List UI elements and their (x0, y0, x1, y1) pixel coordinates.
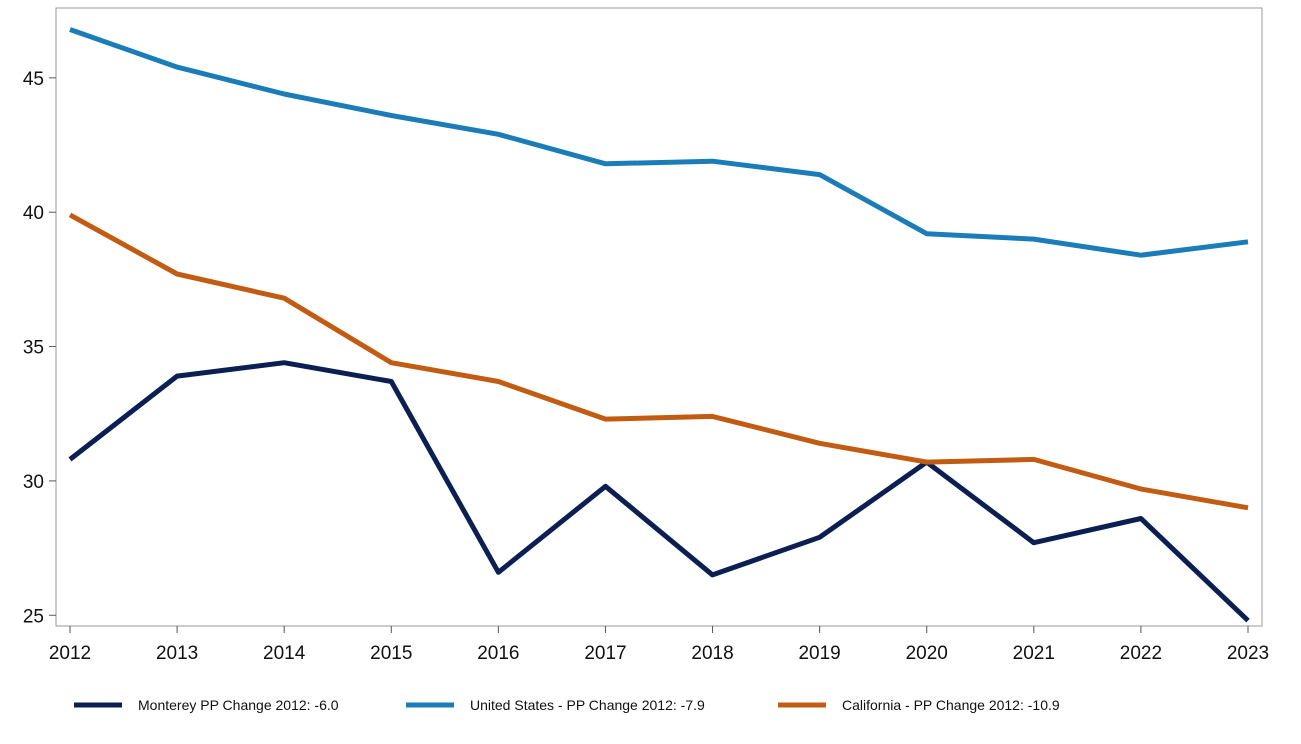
legend-label-1: Monterey PP Change 2012: -6.0 (138, 697, 339, 713)
y-tick-label: 35 (23, 338, 44, 359)
x-tick-label: 2022 (1120, 643, 1162, 664)
legend: Monterey PP Change 2012: -6.0 United Stat… (74, 697, 1060, 713)
x-tick-label: 2018 (691, 643, 733, 664)
plot-frame (55, 7, 1263, 627)
x-tick-label: 2016 (477, 643, 519, 664)
y-axis: 25 30 35 40 45 (23, 69, 56, 627)
x-tick-label: 2017 (584, 643, 626, 664)
x-tick-label: 2012 (49, 643, 91, 664)
x-tick-label: 2013 (156, 643, 198, 664)
x-tick-label: 2014 (263, 643, 306, 664)
x-tick-label: 2021 (1013, 643, 1055, 664)
legend-label-3: California - PP Change 2012: -10.9 (842, 697, 1060, 713)
y-tick-label: 40 (23, 203, 44, 224)
x-tick-label: 2023 (1227, 643, 1269, 664)
series-lines (68, 27, 1250, 623)
legend-label-2: United States - PP Change 2012: -7.9 (470, 697, 705, 713)
x-tick-label: 2020 (906, 643, 948, 664)
series-line-1 (68, 360, 1250, 623)
y-tick-label: 25 (23, 606, 44, 627)
x-tick-label: 2015 (370, 643, 412, 664)
y-tick-label: 45 (23, 69, 44, 90)
series-line-2 (69, 27, 1249, 258)
x-axis: 2012 2013 2014 2015 2016 2017 2018 2019 2020 2021… (49, 626, 1269, 664)
y-tick-label: 30 (23, 472, 44, 493)
series-line-3 (68, 212, 1249, 511)
x-tick-label: 2019 (798, 643, 840, 664)
